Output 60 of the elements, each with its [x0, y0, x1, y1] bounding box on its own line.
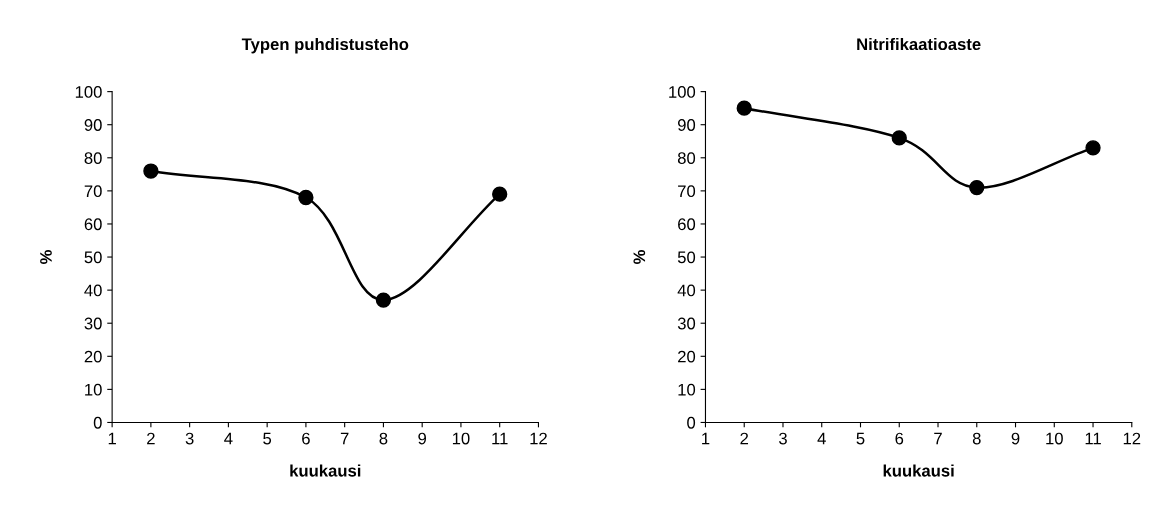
- y-tick-label: 70: [678, 185, 696, 198]
- x-tick-label: 11: [1085, 432, 1101, 445]
- y-tick-label: 0: [93, 416, 102, 429]
- point: [969, 179, 985, 196]
- point: [736, 100, 752, 116]
- x-tick-label: 9: [1011, 432, 1020, 445]
- x-tick-label: 2: [147, 432, 155, 445]
- y-axis-title: %: [633, 250, 646, 265]
- x-axis-title: kuukausi: [883, 464, 954, 477]
- point: [143, 163, 159, 179]
- y-tick-label: 30: [84, 317, 102, 330]
- x-tick-label: 3: [778, 432, 787, 445]
- y-tick-label: 40: [84, 284, 102, 297]
- chart-title: Nitrifikaatioaste: [857, 37, 981, 51]
- x-tick-label: 10: [452, 432, 470, 445]
- x-tick-label: 9: [418, 432, 427, 445]
- chart-title: Typen puhdistusteho: [241, 37, 409, 54]
- y-tick-label: 10: [85, 383, 102, 396]
- y-tick-label: 100: [75, 86, 102, 98]
- x-tick-label: 1: [702, 432, 710, 445]
- y-tick-label: 90: [677, 119, 696, 131]
- y-tick-label: 10: [678, 383, 696, 396]
- y-tick-label: 80: [84, 152, 102, 164]
- y-axis-title: %: [40, 250, 52, 265]
- y-tick-label: 20: [678, 350, 696, 363]
- x-tick-label: 10: [1046, 432, 1063, 445]
- point: [492, 186, 508, 202]
- y-tick-label: 100: [669, 86, 696, 98]
- y-tick-label: 70: [84, 185, 102, 198]
- x-tick-label: 5: [856, 432, 865, 445]
- x-tick-label: 6: [302, 432, 310, 445]
- y-tick-label: 90: [84, 119, 102, 131]
- x-tick-label: 11: [492, 432, 508, 445]
- y-tick-label: 50: [677, 251, 696, 264]
- x-tick-label: 12: [1123, 432, 1141, 445]
- point: [1085, 140, 1101, 156]
- x-tick-label: 8: [379, 432, 388, 445]
- x-tick-label: 4: [224, 432, 233, 445]
- x-tick-label: 2: [740, 432, 749, 445]
- x-tick-label: 5: [263, 432, 272, 445]
- x-tick-label: 1: [108, 432, 116, 445]
- point: [298, 189, 314, 206]
- point: [891, 130, 907, 146]
- y-tick-label: 20: [84, 350, 102, 363]
- y-tick-label: 60: [84, 218, 102, 231]
- y-tick-label: 50: [84, 251, 102, 264]
- x-tick-label: 8: [972, 432, 981, 445]
- y-tick-label: 30: [677, 317, 696, 330]
- x-tick-label: 7: [934, 432, 942, 445]
- point: [375, 292, 392, 308]
- y-tick-label: 40: [677, 284, 696, 297]
- x-tick-label: 4: [817, 432, 826, 445]
- x-tick-label: 6: [895, 432, 904, 445]
- x-tick-label: 7: [340, 432, 349, 445]
- x-axis-title: kuukausi: [290, 464, 361, 477]
- y-tick-label: 0: [687, 416, 696, 429]
- y-tick-label: 80: [677, 152, 696, 164]
- y-tick-label: 60: [678, 218, 696, 231]
- x-tick-label: 3: [185, 432, 194, 445]
- x-tick-label: 12: [530, 432, 547, 445]
